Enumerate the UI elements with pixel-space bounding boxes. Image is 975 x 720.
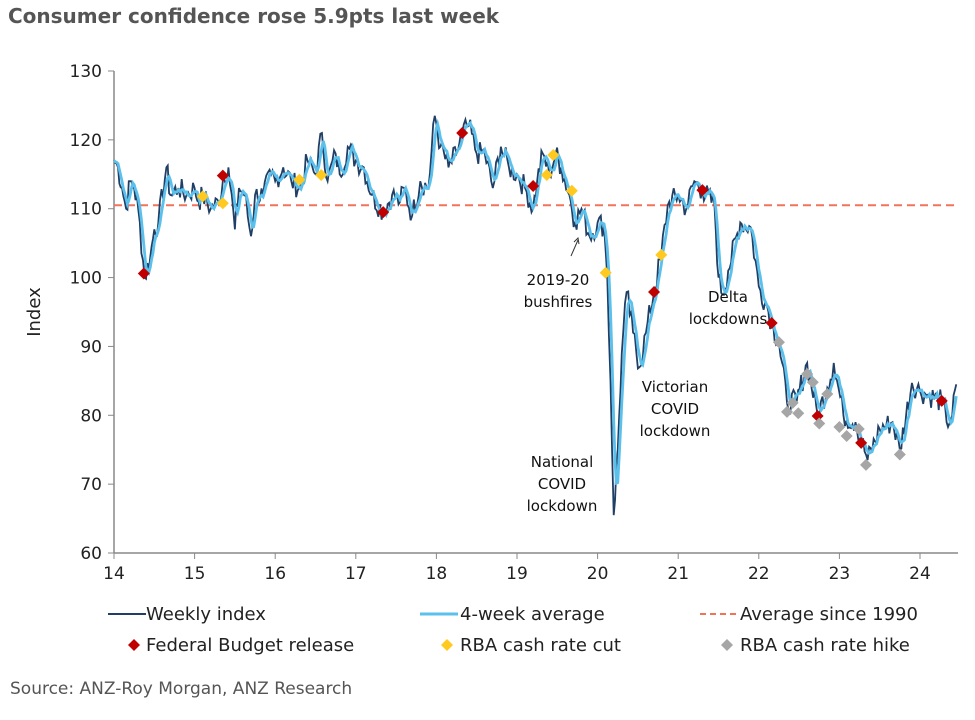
- y-tick-label: 100: [70, 269, 102, 289]
- budget-marker: [377, 206, 390, 219]
- budget-marker: [765, 317, 778, 330]
- legend-budget-label: Federal Budget release: [146, 635, 354, 656]
- budget-marker: [216, 169, 229, 182]
- budget-marker: [456, 126, 469, 139]
- rate-cut-marker: [565, 184, 578, 197]
- annotation-text: bushfires: [524, 293, 593, 311]
- budget-marker: [855, 436, 868, 449]
- x-tick-label: 19: [506, 564, 528, 584]
- rate-cut-marker: [547, 149, 560, 162]
- rate-hike-marker: [893, 448, 906, 461]
- rate-hike-marker: [813, 417, 826, 430]
- x-tick-label: 22: [748, 564, 770, 584]
- rate-hike-marker: [840, 429, 853, 442]
- x-tick-label: 24: [909, 564, 931, 584]
- annotation-text: lockdown: [640, 422, 711, 440]
- budget-marker: [696, 184, 709, 197]
- x-tick-label: 18: [426, 564, 448, 584]
- four-week-average-series: [113, 118, 958, 486]
- rate-cut-marker: [196, 190, 209, 203]
- y-axis-label: Index: [24, 287, 45, 337]
- legend-average-label: Average since 1990: [740, 604, 918, 625]
- annotation-text: Delta: [708, 288, 748, 306]
- y-tick-label: 130: [70, 62, 102, 82]
- annotation-text: National: [531, 453, 594, 471]
- source-note: Source: ANZ-Roy Morgan, ANZ Research: [10, 679, 353, 699]
- rate-cut-marker: [540, 168, 553, 181]
- budget-marker: [137, 267, 150, 280]
- annotation-text: COVID: [651, 400, 699, 418]
- rate-hike-marker: [786, 396, 799, 409]
- annotation-text: 2019-20: [527, 271, 590, 289]
- rate-cut-marker: [216, 197, 229, 210]
- rate-hike-marker: [859, 458, 872, 471]
- rate-cut-marker: [293, 173, 306, 186]
- annotation-text: lockdown: [527, 497, 598, 515]
- rate-hike-marker: [781, 405, 794, 418]
- legend-cut-swatch: [441, 639, 453, 651]
- rate-hike-marker: [801, 367, 814, 380]
- legend-budget-swatch: [128, 639, 140, 651]
- rate-hike-marker: [792, 407, 805, 420]
- annotation-text: COVID: [538, 475, 586, 493]
- budget-marker: [648, 286, 661, 299]
- x-tick-label: 23: [829, 564, 851, 584]
- legend-hike-swatch: [721, 639, 733, 651]
- x-tick-label: 21: [667, 564, 689, 584]
- annotation-arrowhead: [573, 236, 580, 245]
- x-tick-label: 14: [103, 564, 125, 584]
- x-tick-label: 15: [184, 564, 206, 584]
- budget-marker: [527, 179, 540, 192]
- rate-cut-marker: [599, 266, 612, 279]
- chart-title: Consumer confidence rose 5.9pts last wee…: [8, 4, 500, 28]
- x-tick-label: 20: [587, 564, 609, 584]
- y-tick-label: 120: [70, 131, 102, 151]
- legend-weekly-label: Weekly index: [146, 604, 266, 625]
- annotation-arrow: [570, 239, 579, 257]
- rate-cut-marker: [315, 168, 328, 181]
- budget-marker: [935, 394, 948, 407]
- legend-hike-label: RBA cash rate hike: [740, 635, 910, 656]
- rate-hike-marker: [833, 420, 846, 433]
- rate-hike-marker: [806, 376, 819, 389]
- annotation-text: Victorian: [642, 378, 708, 396]
- rate-hike-marker: [772, 336, 785, 349]
- y-tick-label: 90: [80, 337, 102, 357]
- y-tick-label: 60: [80, 544, 102, 564]
- rate-hike-marker: [821, 387, 834, 400]
- weekly-index-series: [113, 115, 958, 516]
- rate-cut-marker: [655, 248, 668, 261]
- y-tick-label: 70: [80, 475, 102, 495]
- legend-avg-label: 4-week average: [460, 604, 605, 625]
- legend-cut-label: RBA cash rate cut: [460, 635, 621, 656]
- annotation-text: lockdowns: [689, 310, 768, 328]
- y-tick-label: 110: [70, 200, 102, 220]
- rate-hike-marker: [852, 423, 865, 436]
- y-tick-label: 80: [80, 406, 102, 426]
- x-tick-label: 17: [345, 564, 367, 584]
- x-tick-label: 16: [264, 564, 286, 584]
